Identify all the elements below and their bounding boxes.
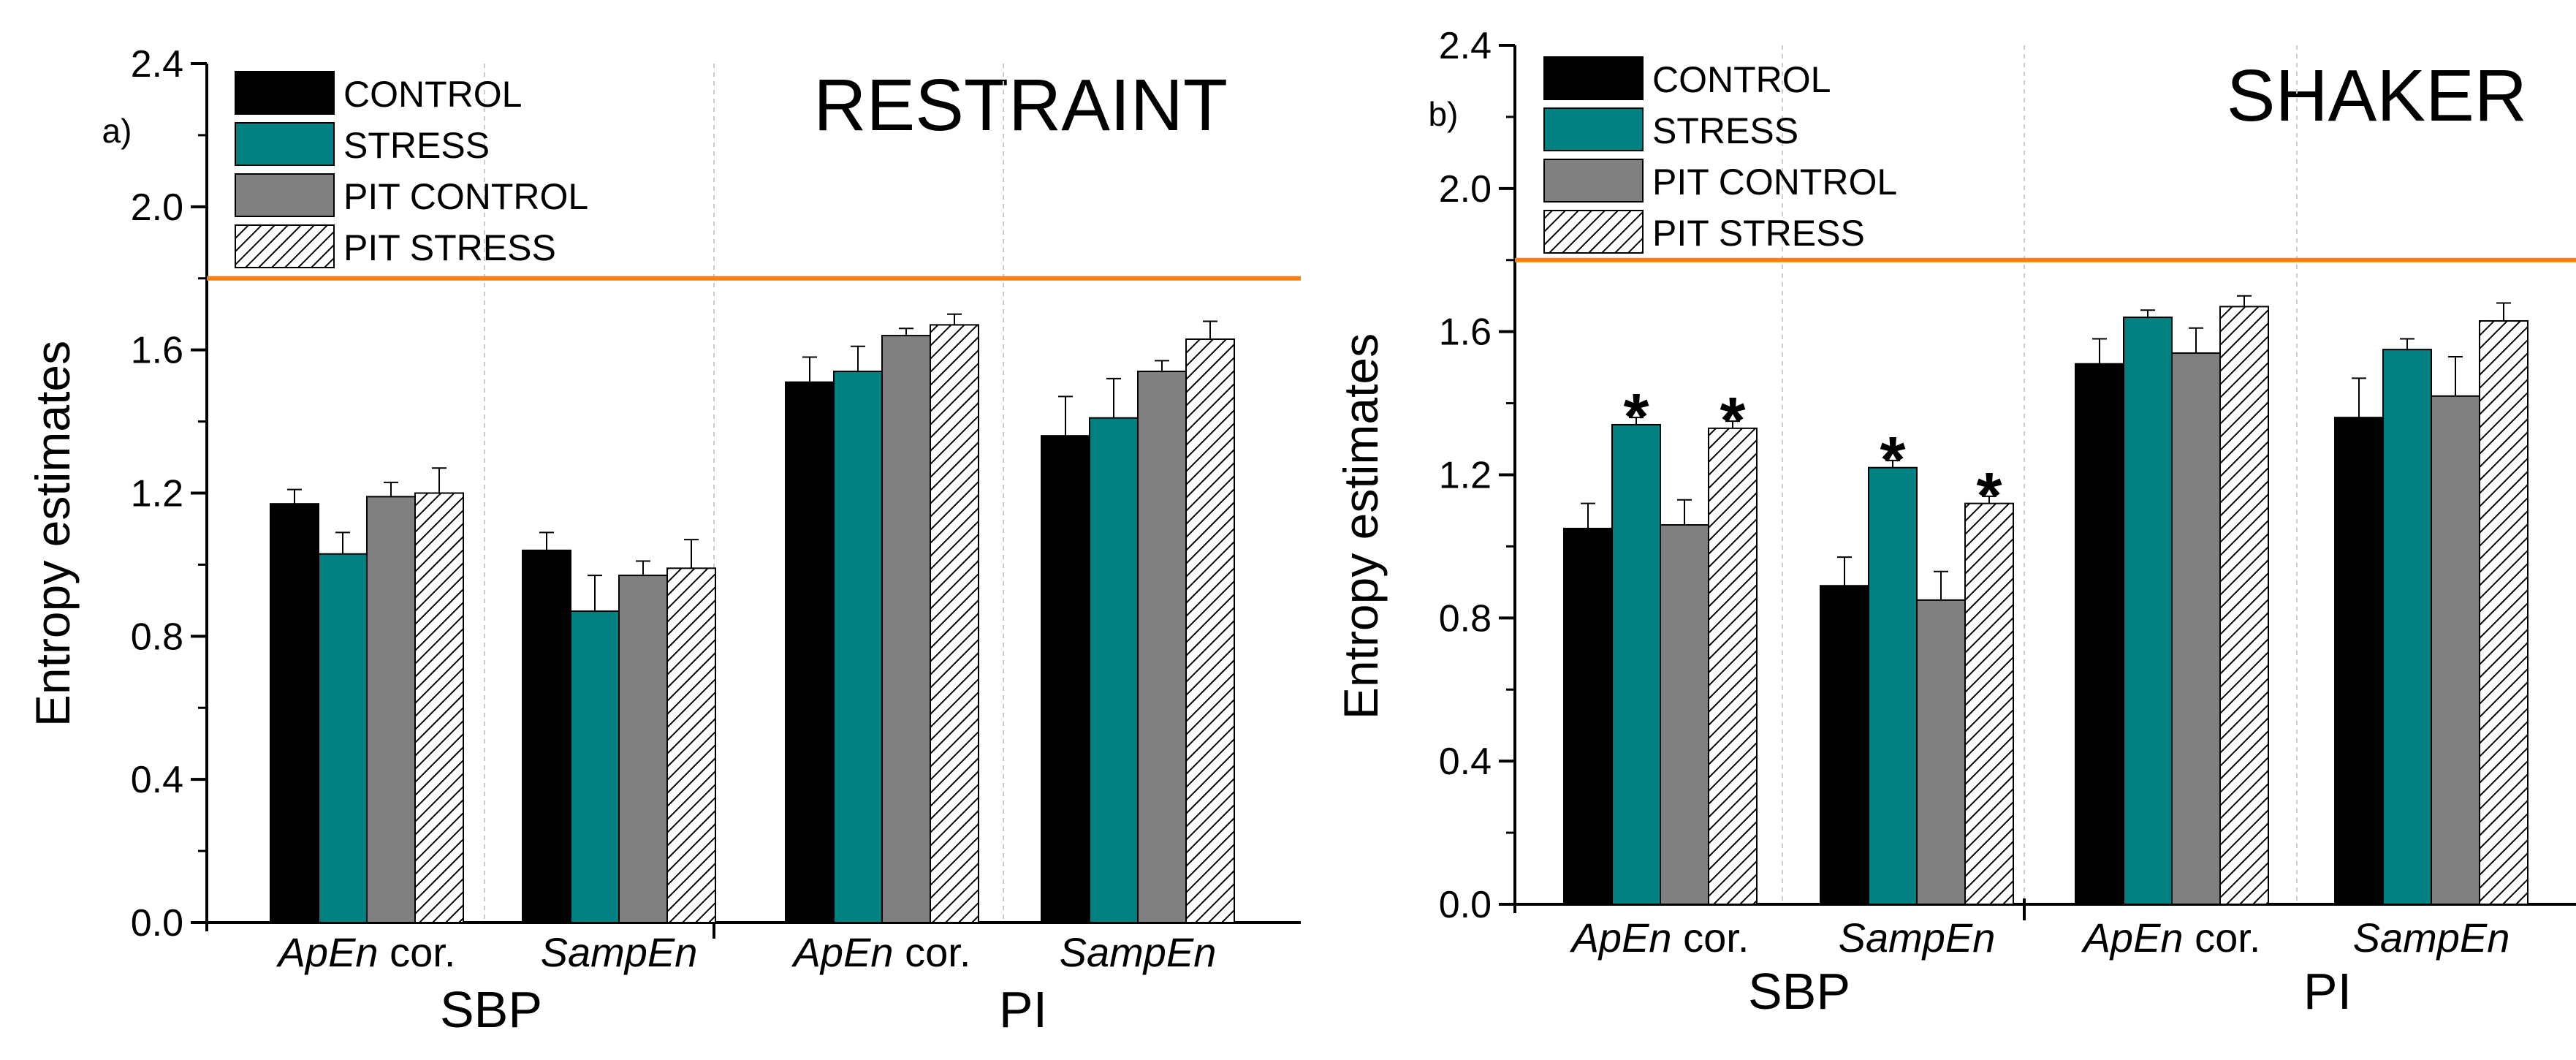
legend-label: CONTROL bbox=[1652, 59, 1831, 100]
bar bbox=[270, 503, 319, 923]
legend-label: STRESS bbox=[343, 125, 490, 166]
x-category-label: ApEn cor. bbox=[791, 929, 971, 975]
y-tick-label: 1.2 bbox=[1439, 455, 1492, 497]
y-tick-label: 1.6 bbox=[131, 330, 183, 372]
x-category-label: SampEn bbox=[2353, 915, 2510, 961]
panel-b-title: SHAKER bbox=[2227, 55, 2527, 137]
x-category-label: ApEn cor. bbox=[2081, 915, 2261, 961]
bar bbox=[366, 496, 416, 923]
bar bbox=[2171, 352, 2221, 905]
x-category-label: SampEn bbox=[1060, 929, 1217, 975]
legend-label: PIT STRESS bbox=[1652, 213, 1865, 254]
panel-shaker: b) SHAKER Entropy estimates SBP PI 0.0 0.… bbox=[1334, 25, 2576, 1020]
bar bbox=[930, 324, 979, 924]
legend-label: PIT CONTROL bbox=[1652, 162, 1897, 202]
legend-swatch bbox=[1543, 107, 1644, 151]
y-tick-label: 0.4 bbox=[1439, 741, 1492, 783]
bar bbox=[1916, 599, 1966, 906]
y-tick-label: 0.4 bbox=[131, 759, 183, 801]
legend-label: PIT STRESS bbox=[343, 227, 556, 268]
bar bbox=[1137, 371, 1187, 923]
bar bbox=[1964, 502, 2014, 905]
legend-swatch bbox=[1543, 159, 1644, 202]
bar bbox=[1041, 435, 1090, 923]
panel-b-group-label-sbp: SBP bbox=[1748, 963, 1850, 1020]
legend-label: CONTROL bbox=[343, 74, 522, 115]
bar bbox=[2219, 306, 2269, 906]
panel-a-title: RESTRAINT bbox=[813, 64, 1228, 146]
y-tick-label: 1.2 bbox=[131, 473, 183, 515]
panel-b-y-axis-label: Entropy estimates bbox=[1334, 333, 1388, 719]
y-tick-label: 0.0 bbox=[131, 902, 183, 944]
x-category-label: SampEn bbox=[541, 929, 698, 975]
significance-star: * bbox=[1623, 381, 1649, 454]
bar bbox=[318, 553, 368, 924]
bar bbox=[2123, 317, 2173, 906]
bar bbox=[1611, 423, 1661, 905]
bar bbox=[1089, 417, 1139, 923]
x-category-label: ApEn cor. bbox=[276, 929, 456, 975]
bar bbox=[2479, 319, 2528, 905]
legend-swatch bbox=[235, 224, 335, 268]
bar bbox=[1708, 427, 1758, 905]
significance-star: * bbox=[1880, 424, 1905, 497]
y-tick-label: 2.4 bbox=[131, 43, 183, 86]
x-category-label: ApEn cor. bbox=[1570, 915, 1749, 961]
bar bbox=[833, 371, 883, 923]
y-tick-label: 2.0 bbox=[1439, 168, 1492, 211]
y-tick-label: 2.0 bbox=[131, 186, 183, 229]
panel-a-label: a) bbox=[102, 112, 132, 150]
legend-swatch bbox=[235, 122, 335, 166]
y-tick-label: 0.8 bbox=[131, 616, 183, 658]
panel-a-y-axis-label: Entropy estimates bbox=[26, 341, 80, 727]
legend-swatch bbox=[1543, 56, 1644, 100]
significance-star: * bbox=[1720, 385, 1745, 458]
bar bbox=[618, 575, 668, 924]
bar bbox=[2431, 395, 2480, 905]
legend-swatch bbox=[235, 71, 335, 115]
significance-star: * bbox=[1976, 460, 2002, 533]
legend-swatch bbox=[1543, 210, 1644, 254]
x-category-label: SampEn bbox=[1839, 915, 1996, 961]
panel-a-group-label-pi: PI bbox=[999, 981, 1047, 1038]
bar bbox=[1660, 524, 1709, 905]
bar bbox=[1868, 466, 1918, 905]
y-tick-label: 0.0 bbox=[1439, 884, 1492, 926]
legend-swatch bbox=[235, 173, 335, 217]
bar bbox=[414, 492, 464, 923]
bar bbox=[570, 610, 620, 923]
panel-b-label: b) bbox=[1429, 95, 1459, 133]
legend-label: PIT CONTROL bbox=[343, 176, 588, 217]
y-tick-label: 2.4 bbox=[1439, 25, 1492, 67]
bar bbox=[2075, 363, 2124, 905]
bar bbox=[1185, 338, 1235, 923]
bar bbox=[522, 549, 571, 923]
bar bbox=[785, 381, 835, 923]
panel-a-group-label-sbp: SBP bbox=[440, 981, 542, 1038]
bar bbox=[2334, 417, 2384, 905]
bar bbox=[666, 567, 716, 923]
bar bbox=[881, 335, 931, 924]
bar bbox=[2382, 349, 2432, 906]
legend-label: STRESS bbox=[1652, 110, 1798, 151]
bar bbox=[1563, 527, 1613, 905]
bar bbox=[1820, 585, 1869, 905]
panel-b-group-label-pi: PI bbox=[2303, 963, 2352, 1020]
panel-restraint: a) RESTRAINT Entropy estimates SBP PI 0.… bbox=[26, 43, 1301, 1038]
y-tick-label: 1.6 bbox=[1439, 311, 1492, 354]
y-tick-label: 0.8 bbox=[1439, 597, 1492, 640]
